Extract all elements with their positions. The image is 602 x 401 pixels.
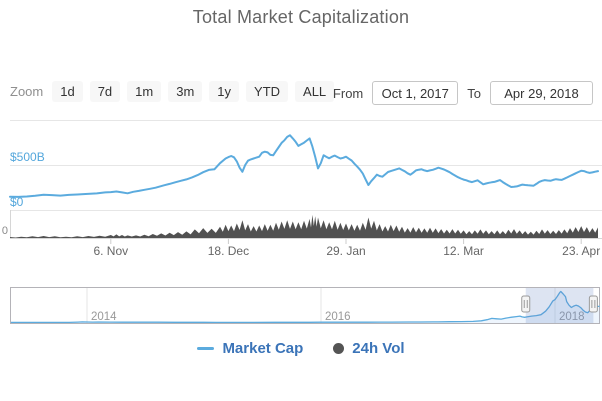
zoom-buttons: 1d 7d 1m 3m 1y YTD ALL bbox=[52, 81, 335, 102]
zoom-button-1y[interactable]: 1y bbox=[209, 81, 240, 102]
legend-label: 24h Vol bbox=[352, 340, 405, 357]
chart-legend: Market Cap 24h Vol bbox=[0, 340, 602, 357]
navigator-year-label: 2014 bbox=[91, 311, 117, 323]
zoom-button-1d[interactable]: 1d bbox=[52, 81, 83, 102]
range-controls: Zoom 1d 7d 1m 3m 1y YTD ALL From To bbox=[0, 81, 602, 105]
navigator-handle-right[interactable] bbox=[588, 295, 598, 313]
navigator-year-label: 2016 bbox=[325, 311, 351, 323]
zoom-button-7d[interactable]: 7d bbox=[89, 81, 121, 102]
navigator-selected-range[interactable] bbox=[525, 288, 594, 323]
zoom-button-3m[interactable]: 3m bbox=[168, 81, 203, 102]
x-tick-label: 12. Mar bbox=[443, 244, 484, 258]
page-title: Total Market Capitalization bbox=[192, 7, 410, 27]
navigator-frame bbox=[10, 287, 600, 324]
from-label: From bbox=[332, 85, 364, 101]
legend-label: Market Cap bbox=[222, 340, 304, 357]
zoom-button-1m[interactable]: 1m bbox=[127, 81, 162, 102]
market-cap-series bbox=[9, 134, 599, 198]
x-tick-label: 18. Dec bbox=[208, 244, 249, 258]
navigator-line bbox=[10, 290, 600, 324]
y-axis-label-volume: 0 bbox=[2, 225, 8, 237]
x-tick-label: 6. Nov bbox=[93, 244, 128, 258]
navigator-year-label: 2018 bbox=[559, 311, 585, 323]
legend-line-symbol-icon bbox=[197, 347, 215, 350]
to-date-input[interactable] bbox=[490, 81, 593, 105]
legend-item-24h-vol[interactable]: 24h Vol bbox=[333, 340, 405, 357]
date-range-group: From To bbox=[333, 81, 593, 105]
volume-series bbox=[10, 214, 598, 238]
y-axis-label-marketcap: $500B bbox=[10, 150, 45, 164]
navigator-area bbox=[10, 291, 600, 323]
legend-dot-symbol-icon bbox=[333, 343, 345, 354]
navigator-handle-left[interactable] bbox=[521, 295, 531, 313]
zoom-button-all[interactable]: ALL bbox=[295, 81, 335, 102]
zoom-preset-group: Zoom 1d 7d 1m 3m 1y YTD ALL bbox=[10, 81, 335, 102]
x-tick-label: 29. Jan bbox=[326, 244, 365, 258]
y-axis-label-marketcap: $0 bbox=[10, 195, 24, 209]
x-tick-label: 23. Apr bbox=[562, 244, 600, 258]
legend-item-market-cap[interactable]: Market Cap bbox=[197, 340, 303, 357]
to-label: To bbox=[467, 85, 481, 101]
zoom-button-ytd[interactable]: YTD bbox=[246, 81, 289, 102]
zoom-label: Zoom bbox=[10, 84, 44, 99]
from-date-input[interactable] bbox=[372, 81, 459, 105]
